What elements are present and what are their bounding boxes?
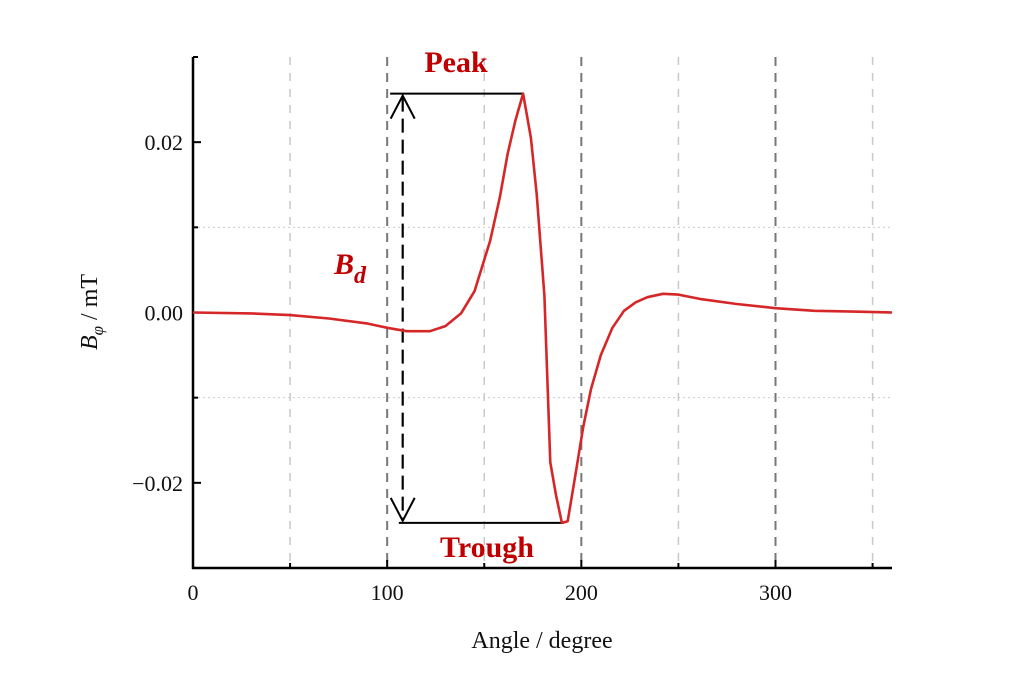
x-tick-label: 200 [565,580,598,605]
peak-label: Peak [424,46,488,79]
annotations [389,92,564,524]
y-tick-label: −0.02 [132,471,183,496]
grid [193,57,892,568]
y-tick-label: 0.00 [145,301,184,326]
bd-main: B [333,248,354,281]
axes [191,57,892,570]
arrow-up-icon [389,93,416,120]
arrow-down-icon [389,497,416,524]
y-label-sub: φ [88,326,107,335]
y-label-unit: / mT [77,274,103,326]
y-label-main: B [77,335,103,350]
series-line-b-phi [192,92,893,525]
x-tick-label: 100 [371,580,404,605]
x-tick-label: 300 [759,580,792,605]
trough-label: Trough [440,531,534,564]
y-axis-label: Bφ / mT [77,274,107,350]
bd-sub: d [354,263,367,289]
x-axis-label: Angle / degree [471,628,612,654]
x-tick-label: 0 [188,580,199,605]
bd-label: Bd [333,248,367,289]
y-tick-label: 0.02 [145,130,184,155]
ticks: 0 100 200 300 −0.02 0.00 0.02 [132,56,874,605]
